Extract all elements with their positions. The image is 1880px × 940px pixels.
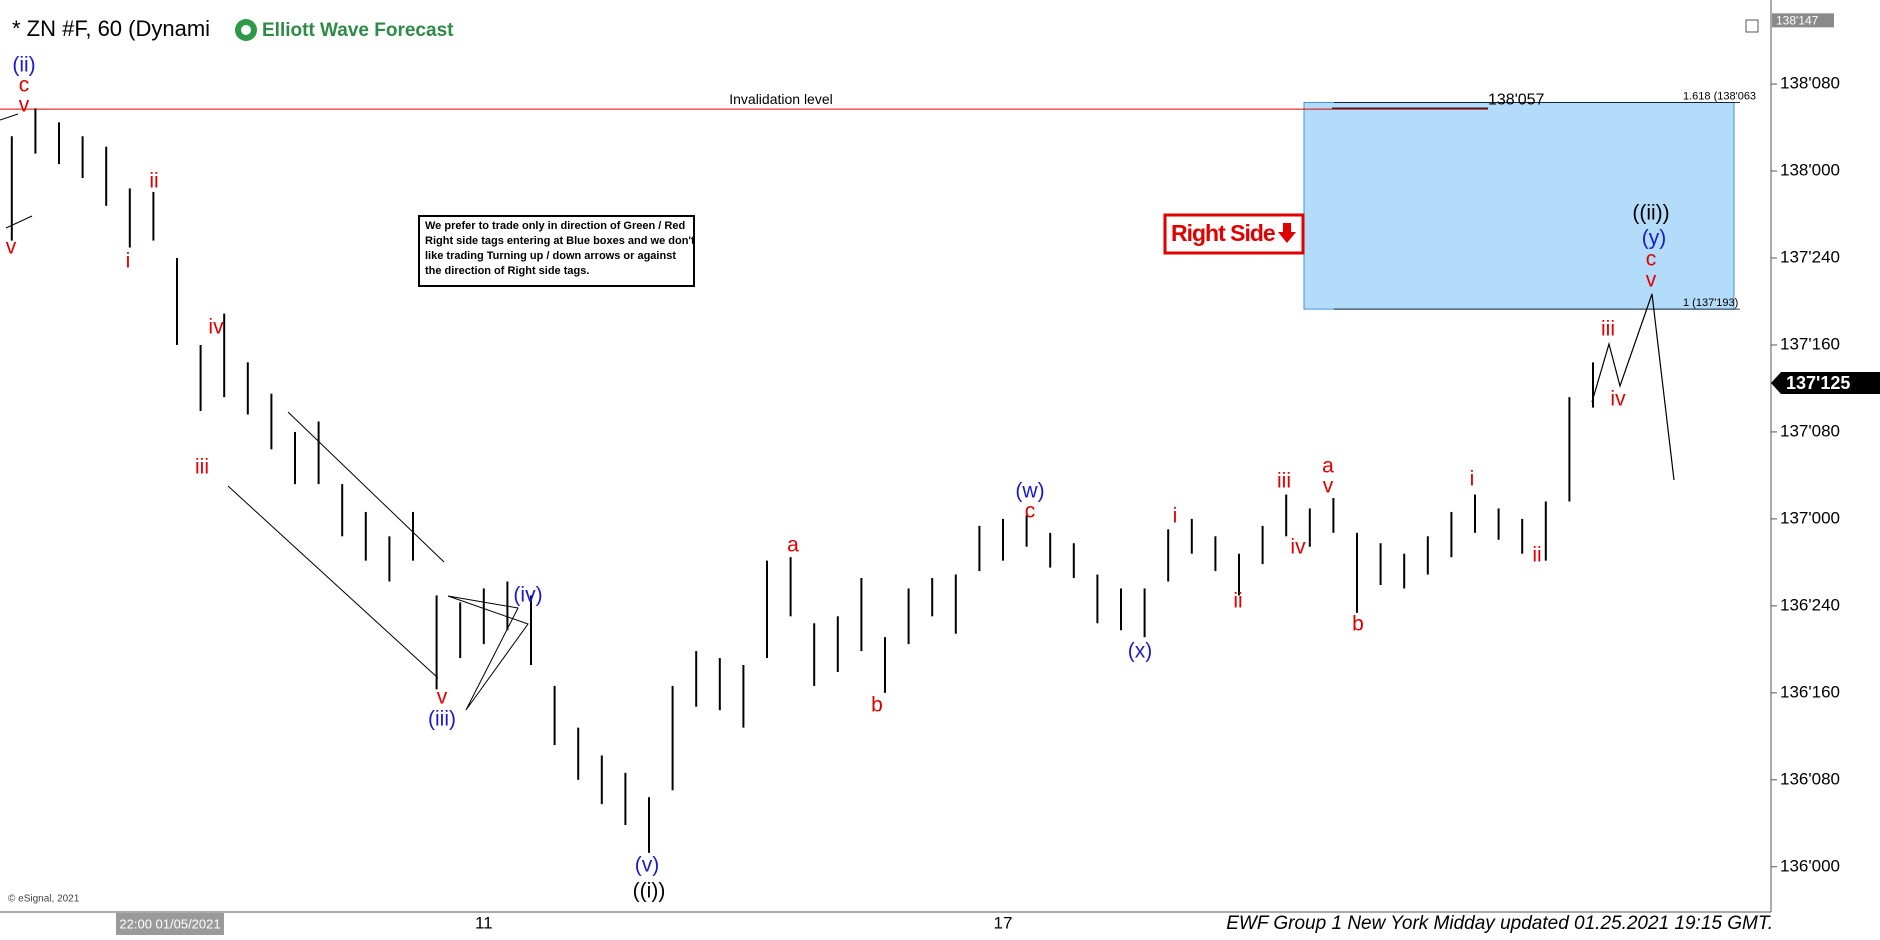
wave-label: c [1646,248,1657,271]
wave-label: (ii) [12,54,35,77]
right-side-text: Right Side [1171,220,1275,246]
x-tick-label: 17 [994,913,1013,932]
wave-label: i [126,250,131,273]
invalidation-value: 138'057 [1488,91,1545,108]
triangle [447,595,529,711]
y-tick-label: 136'240 [1780,595,1840,614]
wave-label: iv [1290,536,1306,559]
cursor-time: 22:00 01/05/2021 [119,916,220,931]
wave-line [0,113,19,121]
y-tick-label: 137'240 [1780,247,1840,266]
wave-label: i [1173,505,1178,528]
wave-label: i [1470,468,1475,491]
wave-label: iv [208,316,224,339]
wave-label: (x) [1128,640,1153,663]
y-tick-label: 136'000 [1780,856,1840,875]
fib-label: 1.618 (138'063 [1683,90,1756,102]
wave-label: ((ii)) [1632,202,1669,225]
note-line: Right side tags entering at Blue boxes a… [425,235,695,247]
down-arrow [1278,223,1296,243]
wave-label: c [1025,500,1036,523]
invalidation-text: Invalidation level [729,91,833,107]
wave-label: a [787,534,799,557]
wave-label: iii [195,456,209,479]
wave-label: ii [1532,544,1541,567]
y-tick-label: 136'080 [1780,769,1840,788]
wave-label: iii [1277,470,1291,493]
target-zone: 1.618 (138'063 1 (137'193) Invalidation le… [0,90,1756,310]
chart-title: * ZN #F, 60 (Dynami [12,16,210,41]
wave-label: b [871,694,883,717]
footer: EWF Group 1 New York Midday updated 01.2… [1226,913,1773,934]
y-tick-label: 137'000 [1780,508,1840,527]
wave-label: a [1322,455,1334,478]
wave-label: ii [1233,590,1242,613]
axis-top-tag [1772,13,1834,28]
wave-label: ((i)) [633,880,666,903]
wave-label: ii [149,170,158,193]
wave-label: (iii) [428,708,456,731]
channel-line [287,411,445,563]
x-tick-label: 11 [475,913,493,932]
price-bars [10,108,1594,853]
y-axis: 136'000 136'080 136'160 136'240 137'000 137'0… [1770,0,1880,940]
wave-label: (w) [1015,480,1044,503]
cursor-box [116,913,224,935]
axis-top-label: 138'147 [1776,14,1819,28]
y-tick-label: 137'160 [1780,334,1840,353]
wave-label: v [437,686,448,709]
last-price-tag [1771,372,1880,395]
wave-label: (v) [635,854,660,877]
projection-path [1591,293,1675,481]
wave-label: v [6,236,17,259]
y-tick-label: 136'160 [1780,682,1840,701]
note-box [418,215,695,287]
wave-label: c [19,74,30,97]
wave-label: v [19,94,30,117]
note-line: the direction of Right side tags. [425,265,589,277]
axis-panel [1771,0,1880,940]
channel-line [227,485,439,679]
wave-line [5,215,33,229]
note-line: We prefer to trade only in direction of … [425,220,685,232]
wave-label: b [1352,613,1364,636]
last-price-label: 137'125 [1786,373,1850,393]
wave-label: v [1646,269,1657,292]
wave-label: iv [1610,388,1626,411]
note: We prefer to trade only in direction of … [425,220,695,277]
note-line: like trading Turning up / down arrows or… [425,250,676,262]
logo-text: Elliott Wave Forecast [262,20,454,41]
wave-label: (y) [1642,227,1667,250]
wave-label: (iv) [513,584,542,607]
y-tick-label: 138'000 [1780,161,1840,180]
blue-box [1303,101,1735,310]
x-axis-panel [0,912,1771,940]
fib-label: 1 (137'193) [1683,297,1738,309]
wave-label: v [1323,475,1334,498]
copyright: © eSignal, 2021 [8,894,80,905]
logo-icon [241,25,251,35]
wave-label: iii [1601,318,1615,341]
y-tick-label: 138'080 [1780,74,1840,93]
y-tick-label: 137'080 [1780,421,1840,440]
window-icon [1745,19,1759,33]
